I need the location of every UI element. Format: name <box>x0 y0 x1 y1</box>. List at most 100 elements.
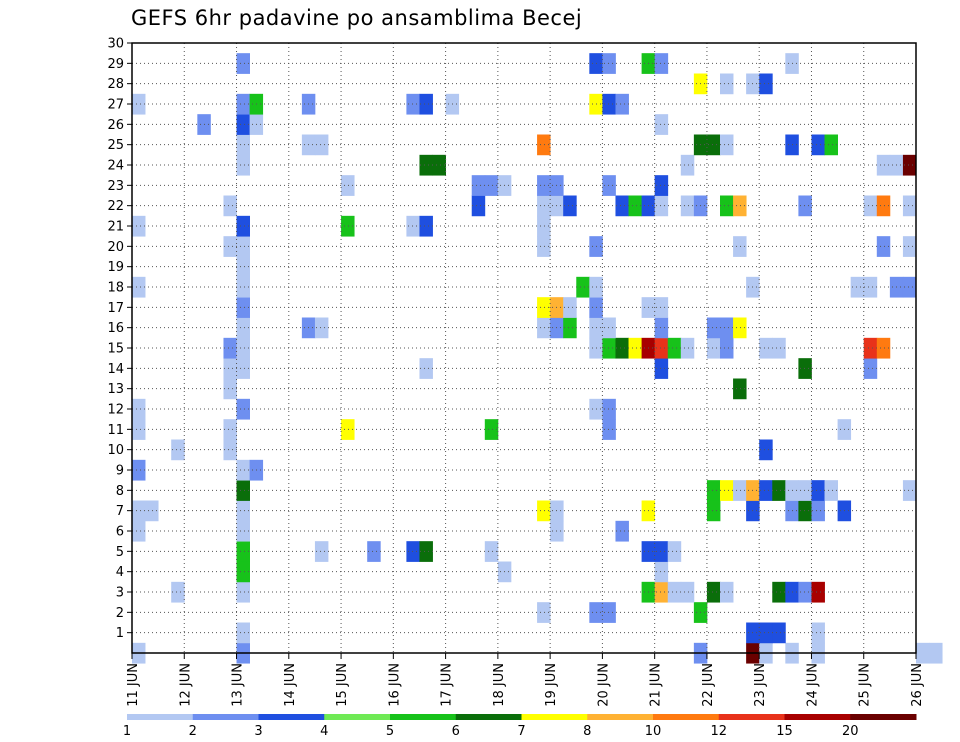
heatmap-cell <box>602 53 616 74</box>
heatmap-cell <box>236 337 250 359</box>
heatmap-cell <box>132 398 146 420</box>
y-tick-label: 25 <box>107 138 124 153</box>
colorbar-label: 3 <box>254 724 262 739</box>
colorbar-label: 6 <box>452 724 460 739</box>
heatmap-cell <box>563 195 577 217</box>
heatmap-cell <box>654 114 669 135</box>
heatmap-cell <box>223 337 237 359</box>
x-tick-label: 25 JUN <box>858 663 873 707</box>
heatmap-cell <box>341 215 355 237</box>
y-tick-label: 14 <box>107 362 124 377</box>
heatmap-cell <box>484 419 499 440</box>
colorbar: 1 2 3 4 5 6 7 8 10 12 15 20 <box>123 714 917 739</box>
heatmap-cell <box>537 317 551 339</box>
heatmap-cell <box>798 358 812 379</box>
colorbar-swatch <box>324 714 391 720</box>
colorbar-swatch <box>850 714 917 720</box>
heatmap-cell <box>811 134 825 156</box>
heatmap-cell <box>706 134 721 156</box>
x-axis: 11 JUN 12 JUN 13 JUN 14 JUN 15 JUN 16 JUN 17 J… <box>126 653 925 707</box>
colorbar-swatch <box>653 714 720 720</box>
heatmap-cell <box>680 581 695 603</box>
heatmap-cell <box>876 195 891 217</box>
heatmap-cell <box>236 459 250 481</box>
heatmap-cell <box>654 53 669 74</box>
heatmap-cell <box>667 337 682 359</box>
heatmap-cell <box>902 236 917 257</box>
heatmap-cell <box>602 602 616 623</box>
heatmap-cell <box>236 215 250 237</box>
colorbar-swatch <box>587 714 654 720</box>
heatmap-cell <box>537 175 551 196</box>
heatmap-cell <box>720 480 734 501</box>
x-tick-label: 12 JUN <box>178 663 193 707</box>
colorbar-swatch <box>258 714 325 720</box>
heatmap-cell <box>902 195 917 217</box>
colorbar-label: 12 <box>710 724 727 739</box>
colorbar-label: 7 <box>517 724 525 739</box>
heatmap-cell <box>223 358 237 379</box>
heatmap-cell <box>223 419 237 440</box>
heatmap-cell <box>733 236 747 257</box>
heatmap-cell <box>602 93 616 115</box>
heatmap-cell <box>236 520 250 542</box>
heatmap-cell <box>720 337 734 359</box>
heatmap-cell <box>615 195 629 217</box>
y-tick-label: 16 <box>107 321 124 336</box>
heatmap-cell <box>132 459 146 481</box>
heatmap-cell <box>628 195 642 217</box>
colorbar-swatch <box>192 714 259 720</box>
y-tick-label: 13 <box>107 382 124 397</box>
heatmap-cell <box>576 276 590 298</box>
heatmap-cell <box>759 73 773 95</box>
heatmap-cell <box>654 317 669 339</box>
heatmap-cell <box>798 195 812 217</box>
heatmap-cell <box>406 541 420 562</box>
heatmap-cell <box>419 541 433 562</box>
colorbar-swatch <box>784 714 851 720</box>
colorbar-label: 15 <box>776 724 793 739</box>
heatmap-cell <box>236 358 250 379</box>
heatmap-cell <box>236 154 250 176</box>
heatmap-cell <box>419 358 433 379</box>
heatmap-cell <box>471 195 486 217</box>
heatmap-cell <box>759 480 773 501</box>
heatmap-cell <box>733 378 747 400</box>
y-tick-label: 1 <box>116 626 124 641</box>
colorbar-label: 5 <box>386 724 394 739</box>
colorbar-swatch <box>455 714 522 720</box>
heatmap-cell <box>432 154 446 176</box>
heatmap-cell <box>314 134 329 156</box>
x-tick-label: 14 JUN <box>283 663 298 707</box>
heatmap-cell <box>236 581 250 603</box>
y-tick-label: 6 <box>116 525 124 540</box>
grid-lines <box>132 43 916 653</box>
x-tick-label: 11 JUN <box>126 663 141 707</box>
y-tick-label: 23 <box>107 179 124 194</box>
x-tick-label: 26 JUN <box>910 663 925 707</box>
y-tick-label: 19 <box>107 260 124 275</box>
heatmap-cell <box>602 317 616 339</box>
colorbar-label: 20 <box>842 724 859 739</box>
y-tick-label: 7 <box>116 504 124 519</box>
heatmap-cell <box>132 93 146 115</box>
y-tick-label: 17 <box>107 301 124 316</box>
heatmap-cell <box>811 622 825 644</box>
heatmap-cell <box>537 134 551 156</box>
heatmap-cell <box>236 134 250 156</box>
heatmap-cell <box>680 154 695 176</box>
heatmap-cell <box>132 276 146 298</box>
heatmap-cell <box>223 195 237 217</box>
heatmap-cell <box>902 276 917 298</box>
y-tick-label: 3 <box>116 586 124 601</box>
heatmap-cell <box>667 541 682 562</box>
heatmap-cell <box>314 541 329 562</box>
heatmap-cell <box>341 419 355 440</box>
y-tick-label: 2 <box>116 606 124 621</box>
heatmap-cell <box>863 358 878 379</box>
y-tick-label: 5 <box>116 545 124 560</box>
heatmap-cell <box>236 114 250 135</box>
heatmap-cell <box>654 358 669 379</box>
y-tick-label: 11 <box>107 423 124 438</box>
heatmap-cell <box>772 337 786 359</box>
